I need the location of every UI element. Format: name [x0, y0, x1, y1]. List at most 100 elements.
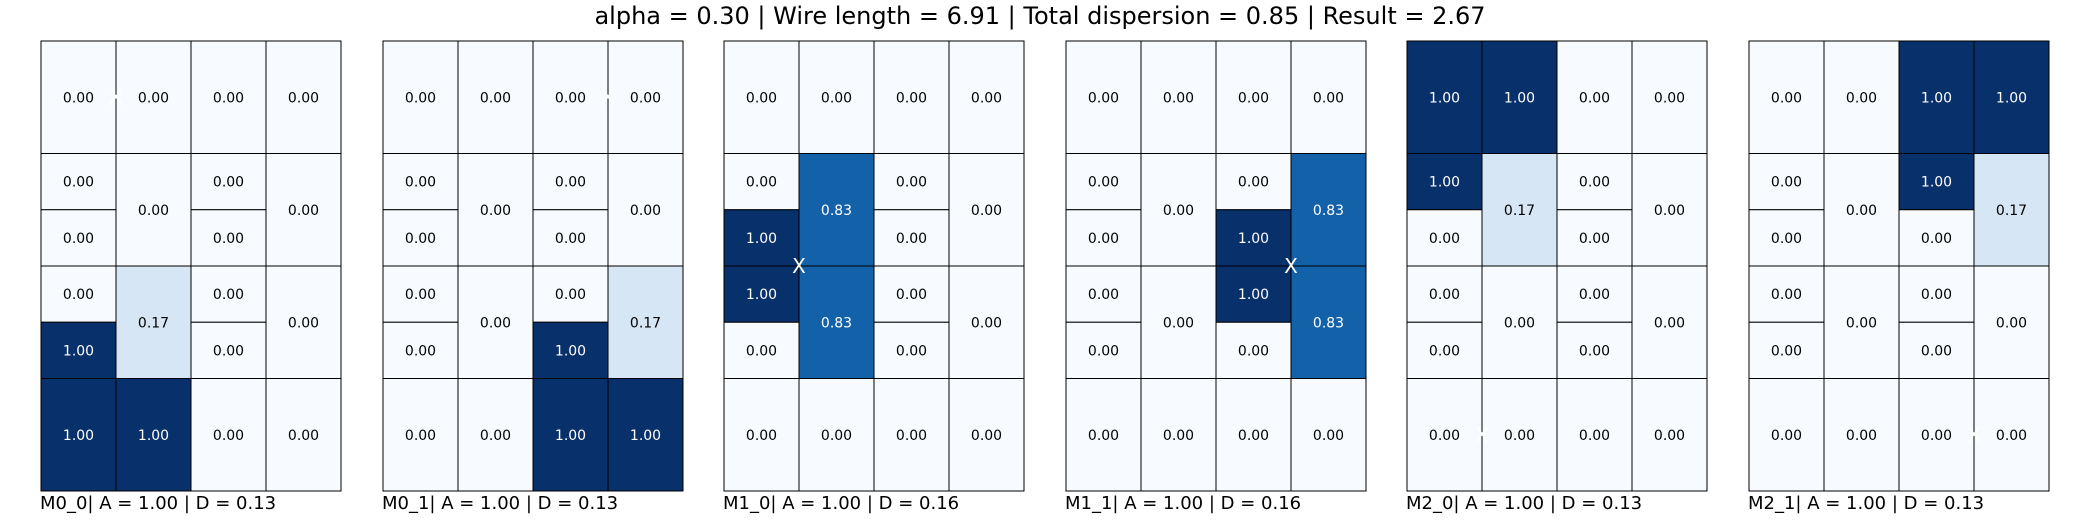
heatmap-cell-label: 0.00: [405, 231, 436, 247]
heatmap-cell: [1748, 265, 1825, 323]
heatmap-cell: [457, 153, 534, 267]
heatmap-svg: 0.00 0.00 0.00 0.00 0.00 0.00 0.00 0.00 0.00 0.00…: [382, 40, 684, 492]
heatmap-cell-label: 0.00: [1163, 315, 1194, 331]
heatmap-cell: [1631, 40, 1708, 154]
heatmap-cell: [265, 153, 342, 267]
heatmap-cell: [723, 265, 800, 323]
heatmap-cell: [1973, 265, 2050, 379]
heatmap-cell-label: 0.00: [138, 203, 169, 219]
heatmap-cell: [1556, 209, 1633, 267]
heatmap-cell-label: 0.00: [1238, 343, 1269, 359]
heatmap-cell: [1406, 378, 1483, 492]
heatmap-cell-label: 0.00: [63, 231, 94, 247]
heatmap-cell: [1290, 153, 1367, 267]
panel-caption: M0_1| A = 1.00 | D = 0.13: [382, 493, 619, 514]
heatmap-cell: [1065, 265, 1142, 323]
heatmap-cell-label: 0.00: [1654, 428, 1685, 444]
heatmap-cell: [190, 209, 267, 267]
heatmap-cell-label: 0.00: [1846, 203, 1877, 219]
heatmap-cell-label: 0.00: [971, 428, 1002, 444]
heatmap-cell-label: 0.00: [138, 90, 169, 106]
heatmap-cell-label: 0.00: [405, 90, 436, 106]
heatmap-cell-label: 0.00: [971, 203, 1002, 219]
heatmap-cell-label: 0.00: [555, 175, 586, 191]
heatmap-cell-label: 0.00: [213, 287, 244, 303]
heatmap-cell-label: 0.00: [1313, 90, 1344, 106]
heatmap-cell-label: 0.00: [1771, 343, 1802, 359]
heatmap-cell: [723, 153, 800, 211]
heatmap-cell: [115, 153, 192, 267]
heatmap-cell-label: 0.00: [1579, 343, 1610, 359]
heatmap-cell-label: 0.00: [480, 428, 511, 444]
heatmap-cell-label: 1.00: [630, 428, 661, 444]
heatmap-cell-label: 0.00: [63, 90, 94, 106]
heatmap-cell-label: 1.00: [1238, 287, 1269, 303]
heatmap-cell: [607, 265, 684, 379]
heatmap-cell: [190, 153, 267, 211]
heatmap-cell: [1406, 265, 1483, 323]
heatmap-cell: [40, 153, 117, 211]
heatmap-cell: [1973, 40, 2050, 154]
heatmap-cell-label: 0.00: [1921, 428, 1952, 444]
heatmap-cell: [873, 378, 950, 492]
heatmap-cell-label: 1.00: [63, 428, 94, 444]
heatmap-cell: [532, 153, 609, 211]
heatmap-cell-label: 1.00: [1921, 90, 1952, 106]
centroid-marker: X: [792, 254, 806, 278]
heatmap-panel: 0.00 0.00 0.00 0.00 0.00 0.00 0.00 0.00 1.00 0.83…: [1065, 40, 1367, 514]
centroid-marker: X: [109, 85, 123, 109]
heatmap-cell-label: 0.00: [1088, 175, 1119, 191]
heatmap-cell-label: 0.00: [1921, 343, 1952, 359]
heatmap-cell: [1631, 153, 1708, 267]
heatmap-cell: [1290, 378, 1367, 492]
heatmap-cell: [607, 378, 684, 492]
heatmap-cell-label: 0.17: [1504, 203, 1535, 219]
heatmap-cell-label: 0.00: [1429, 428, 1460, 444]
heatmap-cell: [798, 153, 875, 267]
heatmap-cell-label: 0.83: [821, 315, 852, 331]
heatmap-cell-label: 1.00: [555, 428, 586, 444]
heatmap-cell: [1823, 153, 1900, 267]
heatmap-cell: [382, 378, 459, 492]
heatmap-cell-label: 0.00: [480, 315, 511, 331]
heatmap-cell-label: 0.00: [1996, 315, 2027, 331]
heatmap-cell: [1556, 378, 1633, 492]
heatmap-cell-label: 1.00: [1238, 231, 1269, 247]
heatmap-cell-label: 0.00: [896, 428, 927, 444]
heatmap-cell-label: 0.17: [1996, 203, 2027, 219]
heatmap-cell: [1748, 153, 1825, 211]
heatmap-cell: [532, 321, 609, 379]
heatmap-cell: [723, 321, 800, 379]
heatmap-cell-label: 1.00: [555, 343, 586, 359]
heatmap-cell: [1481, 265, 1558, 379]
heatmap-cell: [1215, 40, 1292, 154]
heatmap-cell: [607, 40, 684, 154]
heatmap-cell: [1748, 378, 1825, 492]
panel-caption: M2_1| A = 1.00 | D = 0.13: [1748, 493, 1985, 514]
heatmap-panel: 0.00 0.00 0.00 0.00 0.00 0.00 0.00 0.00 0.00 0.00…: [40, 40, 342, 514]
heatmap-cell-label: 0.00: [746, 90, 777, 106]
heatmap-cell: [1898, 265, 1975, 323]
heatmap-cell: [948, 265, 1025, 379]
heatmap-cell: [873, 153, 950, 211]
heatmap-cell: [1823, 378, 1900, 492]
heatmap-cell-label: 0.00: [1088, 231, 1119, 247]
heatmap-cell-label: 0.00: [405, 175, 436, 191]
heatmap-cell: [40, 40, 117, 154]
heatmap-cell: [1898, 209, 1975, 267]
heatmap-cell: [1556, 321, 1633, 379]
heatmap-svg: 0.00 0.00 0.00 0.00 0.00 1.00 0.83 0.00 0.00 0.00…: [723, 40, 1025, 492]
centroid-marker: X: [601, 85, 615, 109]
heatmap-cell-label: 0.00: [971, 90, 1002, 106]
heatmap-cell: [1823, 265, 1900, 379]
heatmap-cell-label: 0.00: [213, 343, 244, 359]
heatmap-cell-label: 0.00: [971, 315, 1002, 331]
heatmap-cell-label: 0.00: [405, 287, 436, 303]
heatmap-cell-label: 0.00: [1654, 203, 1685, 219]
heatmap-cell: [115, 265, 192, 379]
heatmap-cell-label: 0.00: [1579, 287, 1610, 303]
heatmap-cell-label: 1.00: [1921, 175, 1952, 191]
heatmap-cell-label: 1.00: [1429, 90, 1460, 106]
heatmap-cell-label: 0.00: [630, 203, 661, 219]
heatmap-cell: [1140, 265, 1217, 379]
